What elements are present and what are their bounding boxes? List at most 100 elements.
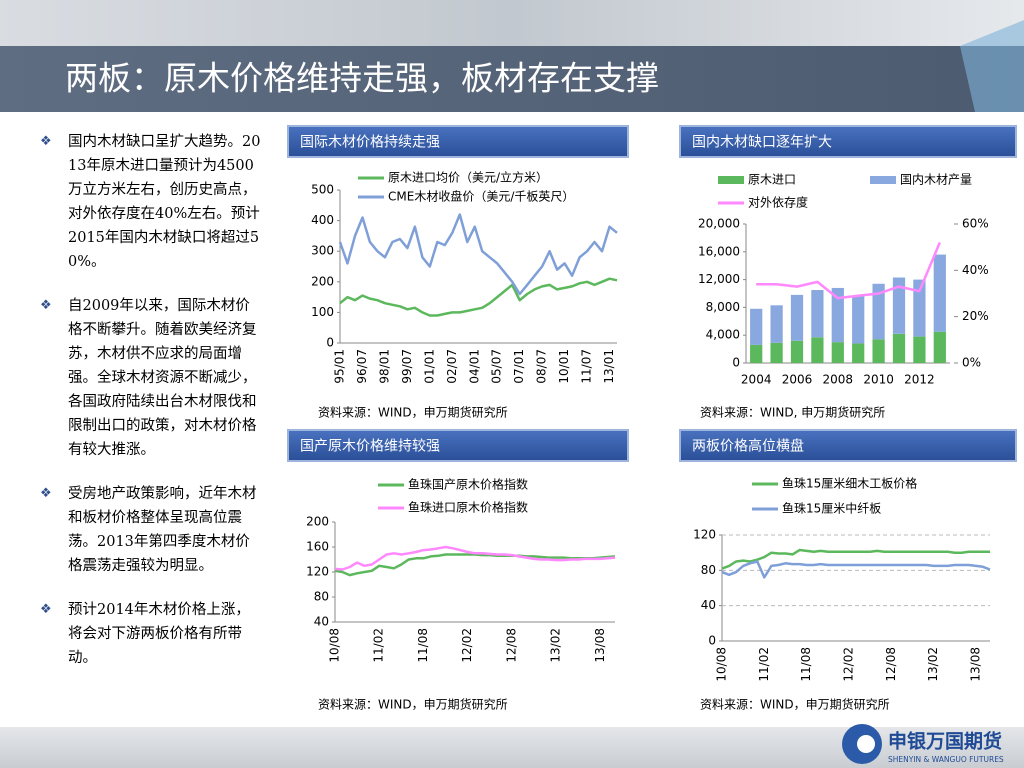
x-tick-label: 11/02	[757, 647, 771, 682]
bar	[852, 295, 865, 344]
y-tick-label: 12,000	[698, 272, 740, 286]
y-tick-label: 400	[311, 213, 334, 227]
series-line	[339, 277, 618, 317]
bullet-list: 国内木材缺口呈扩大趋势。2013年原木进口量预计为4500万立方米左右，创历史高…	[40, 130, 262, 690]
series-line	[334, 545, 616, 571]
bar	[892, 277, 906, 334]
x-tick-label: 2012	[904, 373, 935, 387]
x-tick-label: 11/08	[416, 628, 430, 663]
legend-label: 对外依存度	[748, 195, 808, 210]
legend-label: 鱼珠国产原木价格指数	[408, 477, 528, 492]
bar	[750, 308, 763, 345]
y-tick-label: 120	[306, 565, 329, 579]
series-line	[721, 548, 990, 570]
y-tick-label: 0	[326, 336, 334, 350]
x-tick-label: 05/07	[490, 349, 504, 384]
y-tick-label: 300	[311, 244, 334, 258]
x-tick-label: 10/08	[715, 647, 729, 682]
y-tick-label: 16,000	[698, 244, 740, 258]
legend-label: 原木进口	[748, 173, 796, 187]
bar	[831, 287, 844, 343]
logo-name: 申银万国期货	[888, 730, 1002, 753]
bullet: 国内木材缺口呈扩大趋势。2013年原木进口量预计为4500万立方米左右，创历史高…	[40, 130, 262, 274]
bullet: 自2009年以来，国际木材价格不断攀升。随着欧美经济复苏，木材供不应求的局面增强…	[40, 294, 262, 462]
y-tick-label: 80	[701, 563, 716, 577]
y-tick-label: 200	[311, 274, 334, 288]
y-tick-label: 80	[314, 590, 329, 604]
bar	[831, 342, 844, 363]
y-tick-label: 100	[311, 305, 334, 319]
panel-header	[287, 429, 629, 462]
bar	[852, 343, 865, 363]
source-note: 资料来源：WIND，申万期货研究所	[318, 697, 508, 712]
y2-tick-label: 20%	[962, 309, 989, 323]
x-tick-label: 04/01	[467, 349, 481, 384]
bar	[872, 339, 885, 363]
y2-tick-label: 60%	[962, 217, 989, 231]
panel-title: 国产原木价格维持较强	[300, 439, 440, 455]
x-tick-label: 2004	[741, 373, 772, 387]
x-tick-label: 98/01	[377, 349, 391, 384]
legend-label: 鱼珠15厘米细木工板价格	[782, 476, 917, 491]
x-tick-label: 13/08	[968, 647, 982, 682]
bar	[892, 333, 906, 363]
x-tick-label: 08/07	[535, 349, 549, 384]
series-line	[338, 213, 618, 296]
y-tick-label: 20,000	[698, 217, 740, 231]
series-line	[756, 242, 941, 300]
x-tick-label: 12/02	[460, 628, 474, 663]
legend-label: 鱼珠进口原木价格指数	[408, 500, 528, 515]
x-tick-label: 13/08	[593, 628, 607, 663]
logo-icon-inner	[857, 735, 875, 753]
legend-swatch	[718, 176, 744, 184]
y-tick-label: 0	[708, 634, 716, 648]
series-line	[721, 560, 991, 579]
bar	[811, 337, 824, 363]
logo-english: SHENYIN & WANGUO FUTURES	[888, 755, 1004, 764]
legend-label: 原木进口均价（美元/立方米）	[388, 170, 548, 185]
y-tick-label: 40	[701, 598, 716, 612]
bar	[913, 279, 926, 337]
bar	[790, 294, 804, 341]
source-note: 资料来源：WIND，申万期货研究所	[700, 697, 890, 712]
y-tick-label: 160	[306, 540, 329, 554]
source-note: 资料来源：WIND, 申万期货研究所	[700, 405, 885, 420]
bar	[770, 342, 783, 363]
legend-label: 国内木材产量	[900, 173, 972, 187]
x-tick-label: 07/01	[512, 349, 526, 384]
bullet: 受房地产政策影响，近年木材和板材价格整体呈现高位震荡。2013年第四季度木材价格…	[40, 482, 262, 578]
y-tick-label: 200	[306, 515, 329, 529]
x-tick-label: 2006	[782, 373, 813, 387]
panel-title: 国际木材价格持续走强	[300, 134, 440, 151]
x-tick-label: 2008	[823, 373, 854, 387]
x-tick-label: 02/07	[445, 349, 459, 384]
x-tick-label: 11/02	[372, 628, 386, 663]
header-top	[0, 0, 1024, 46]
y-tick-label: 4,000	[706, 328, 740, 342]
panel-title: 两板价格高位横盘	[692, 438, 804, 455]
x-tick-label: 10/08	[328, 628, 342, 663]
legend-swatch	[870, 176, 896, 184]
panel-title: 国内木材缺口逐年扩大	[692, 135, 832, 151]
source-note: 资料来源：WIND，申万期货研究所	[318, 405, 508, 420]
y2-tick-label: 40%	[962, 263, 989, 277]
y-tick-label: 8,000	[706, 300, 740, 314]
header-accent	[960, 20, 1024, 112]
x-tick-label: 12/08	[504, 628, 518, 663]
x-tick-label: 12/02	[841, 647, 855, 682]
x-tick-label: 95/01	[333, 349, 347, 384]
y-tick-label: 40	[314, 615, 329, 629]
header-band	[0, 46, 1024, 112]
x-tick-label: 99/07	[400, 349, 414, 384]
x-tick-label: 10/01	[557, 349, 571, 384]
series-line	[334, 553, 616, 577]
x-tick-label: 11/08	[799, 647, 813, 682]
panel-header	[287, 125, 629, 158]
y-tick-label: 120	[693, 528, 716, 542]
bullet: 预计2014年木材价格上涨，将会对下游两板价格有所带动。	[40, 598, 262, 670]
legend-label: CME木材收盘价（美元/千板英尺）	[388, 189, 574, 204]
legend-label: 鱼珠15厘米中纤板	[782, 501, 881, 516]
x-tick-label: 12/08	[884, 647, 898, 682]
